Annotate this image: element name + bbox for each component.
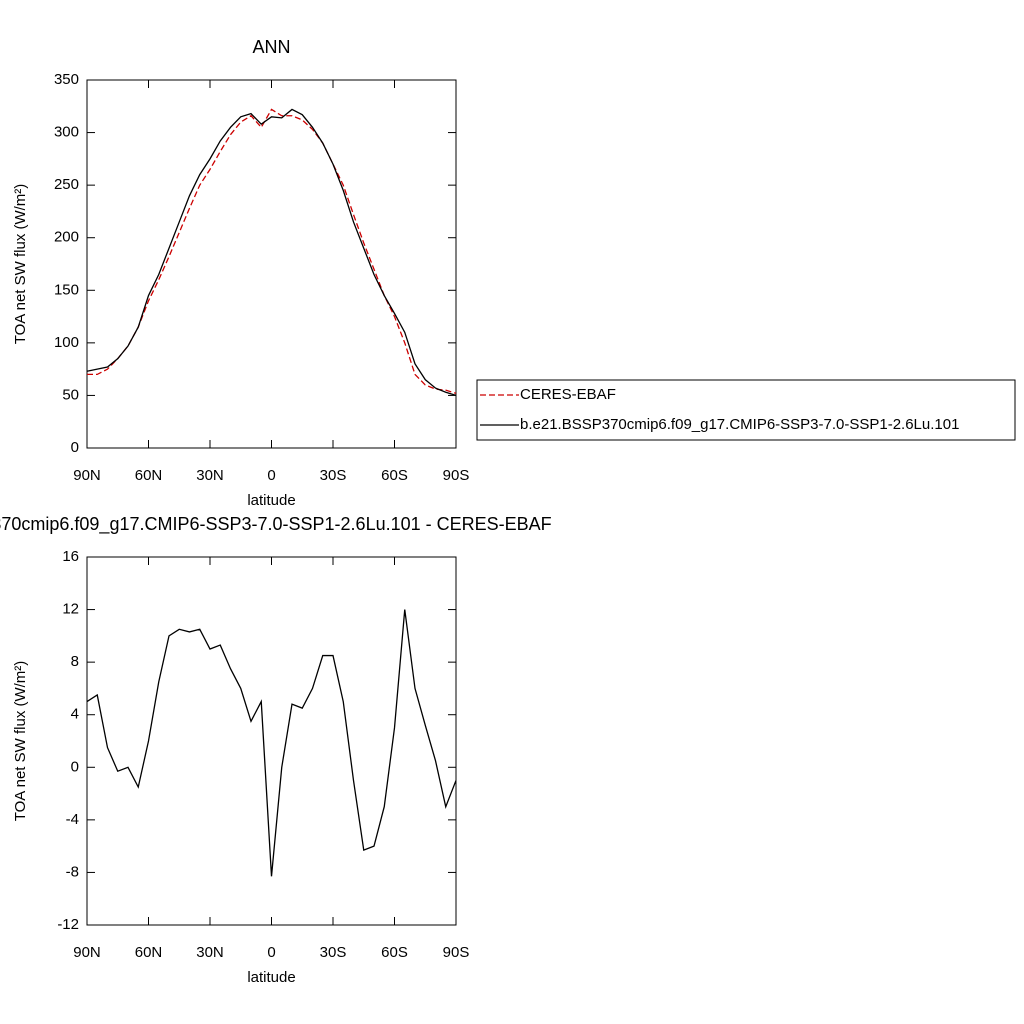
y-tick-label: 12 xyxy=(62,601,79,618)
y-tick-label: -4 xyxy=(66,811,79,828)
legend-label: b.e21.BSSP370cmip6.f09_g17.CMIP6-SSP3-7.… xyxy=(520,416,959,433)
x-tick-label: 0 xyxy=(267,467,275,484)
x-tick-label: 0 xyxy=(267,944,275,961)
y-tick-label: 250 xyxy=(54,176,79,193)
y-tick-label: 8 xyxy=(71,653,79,670)
chart-title: ANN xyxy=(252,37,290,57)
y-tick-label: 100 xyxy=(54,334,79,351)
x-tick-label: 60N xyxy=(135,467,163,484)
y-tick-label: 50 xyxy=(62,386,79,403)
x-tick-label: 60S xyxy=(381,944,408,961)
x-tick-label: 90N xyxy=(73,467,101,484)
plot-frame xyxy=(86,556,457,926)
x-tick-label: 90S xyxy=(443,467,470,484)
series-line xyxy=(86,609,457,877)
series-line xyxy=(87,108,457,394)
y-tick-label: 350 xyxy=(54,71,79,88)
y-tick-label: 200 xyxy=(54,229,79,246)
x-axis-label: latitude xyxy=(247,492,295,509)
y-tick-label: 0 xyxy=(71,758,79,775)
x-tick-label: 30S xyxy=(320,944,347,961)
y-tick-label: -12 xyxy=(57,916,79,933)
x-tick-label: 30S xyxy=(320,467,347,484)
legend-box xyxy=(476,379,1016,441)
chart-title: 370cmip6.f09_g17.CMIP6-SSP3-7.0-SSP1-2.6… xyxy=(0,514,552,535)
x-tick-label: 30N xyxy=(196,467,224,484)
y-tick-label: 150 xyxy=(54,281,79,298)
y-tick-label: 4 xyxy=(71,706,79,723)
series-line xyxy=(86,108,457,397)
y-tick-label: 16 xyxy=(62,548,79,565)
plot-frame xyxy=(86,79,457,449)
x-tick-label: 60S xyxy=(381,467,408,484)
y-tick-label: -8 xyxy=(66,863,79,880)
x-tick-label: 90S xyxy=(443,944,470,961)
x-tick-label: 60N xyxy=(135,944,163,961)
y-tick-label: 300 xyxy=(54,124,79,141)
y-tick-label: 0 xyxy=(71,439,79,456)
y-axis-label: TOA net SW flux (W/m²) xyxy=(12,661,29,822)
legend-label: CERES-EBAF xyxy=(520,386,616,403)
x-axis-label: latitude xyxy=(247,969,295,986)
x-tick-label: 30N xyxy=(196,944,224,961)
x-tick-label: 90N xyxy=(73,944,101,961)
y-axis-label: TOA net SW flux (W/m²) xyxy=(12,184,29,345)
